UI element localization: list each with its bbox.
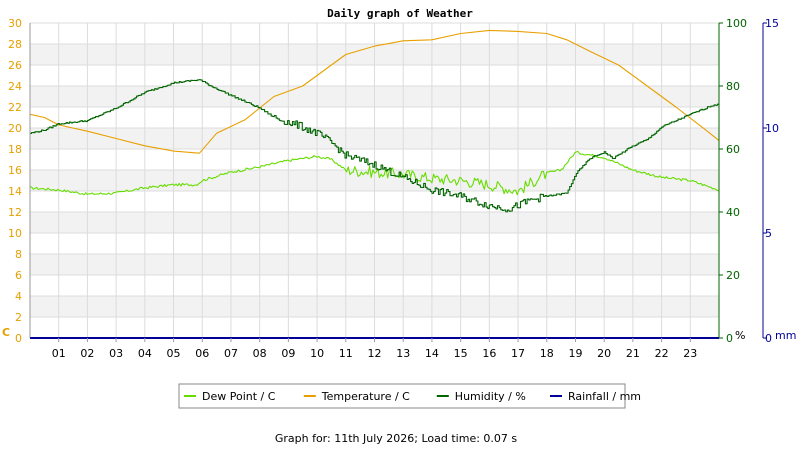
humidity-unit-label: % (735, 329, 745, 342)
humidity-tick-label: 40 (726, 206, 740, 219)
left-tick-label: 22 (8, 101, 22, 114)
x-tick-label: 01 (52, 347, 66, 360)
left-tick-label: 18 (8, 143, 22, 156)
humidity-tick-label: 100 (726, 17, 747, 30)
x-tick-label: 11 (339, 347, 353, 360)
rain-tick-label: 5 (765, 227, 772, 240)
legend-entry: Humidity / % (455, 390, 526, 403)
rain-tick-label: 10 (765, 122, 779, 135)
x-tick-label: 16 (482, 347, 496, 360)
x-tick-label: 18 (540, 347, 554, 360)
left-tick-label: 12 (8, 206, 22, 219)
x-tick-label: 14 (425, 347, 439, 360)
series-line-temperature (29, 29, 720, 154)
rain-tick-label: 0 (765, 332, 772, 345)
legend: Dew Point / C Temperature / C Humidity / %… (178, 383, 641, 409)
x-tick-label: 15 (454, 347, 468, 360)
chart-title: Daily graph of Weather (327, 7, 473, 20)
x-tick-label: 06 (195, 347, 209, 360)
left-tick-label: 0 (15, 332, 22, 345)
grid-lines (30, 22, 719, 339)
x-tick-label: 08 (253, 347, 267, 360)
left-tick-label: 20 (8, 122, 22, 135)
legend-entry: Rainfall / mm (568, 390, 641, 403)
x-tick-label: 23 (683, 347, 697, 360)
x-tick-label: 02 (80, 347, 94, 360)
left-tick-label: 26 (8, 59, 22, 72)
x-tick-label: 07 (224, 347, 238, 360)
rain-unit-label: mm (775, 329, 796, 342)
humidity-tick-label: 80 (726, 80, 740, 93)
humidity-tick-label: 0 (726, 332, 733, 345)
chart-footer: Graph for: 11th July 2026; Load time: 0.… (275, 432, 518, 445)
x-tick-label: 05 (167, 347, 181, 360)
x-tick-label: 10 (310, 347, 324, 360)
x-tick-label: 03 (109, 347, 123, 360)
left-tick-label: 14 (8, 185, 22, 198)
left-tick-label: 24 (8, 80, 22, 93)
left-tick-label: 8 (15, 248, 22, 261)
x-tick-label: 19 (568, 347, 582, 360)
x-tick-label: 22 (655, 347, 669, 360)
rain-tick-label: 15 (765, 17, 779, 30)
left-tick-label: 10 (8, 227, 22, 240)
left-tick-label: 6 (15, 269, 22, 282)
x-tick-label: 20 (597, 347, 611, 360)
humidity-tick-label: 60 (726, 143, 740, 156)
legend-entry: Temperature / C (321, 390, 410, 403)
humidity-tick-label: 20 (726, 269, 740, 282)
legend-entry: Dew Point / C (202, 390, 276, 403)
series-line-dew (30, 150, 720, 196)
x-tick-label: 17 (511, 347, 525, 360)
x-tick-label: 12 (368, 347, 382, 360)
left-tick-label: 30 (8, 17, 22, 30)
left-tick-label: 16 (8, 164, 22, 177)
x-tick-label: 04 (138, 347, 152, 360)
left-tick-label: 2 (15, 311, 22, 324)
x-tick-label: 21 (626, 347, 640, 360)
x-tick-label: 13 (396, 347, 410, 360)
axes: 0246810121416182022242628300204060801000… (2, 17, 796, 360)
left-tick-label: 4 (15, 290, 22, 303)
left-tick-label: 28 (8, 38, 22, 51)
x-tick-label: 09 (281, 347, 295, 360)
left-unit-label: C (2, 326, 10, 339)
series-line-humidity (30, 79, 720, 213)
